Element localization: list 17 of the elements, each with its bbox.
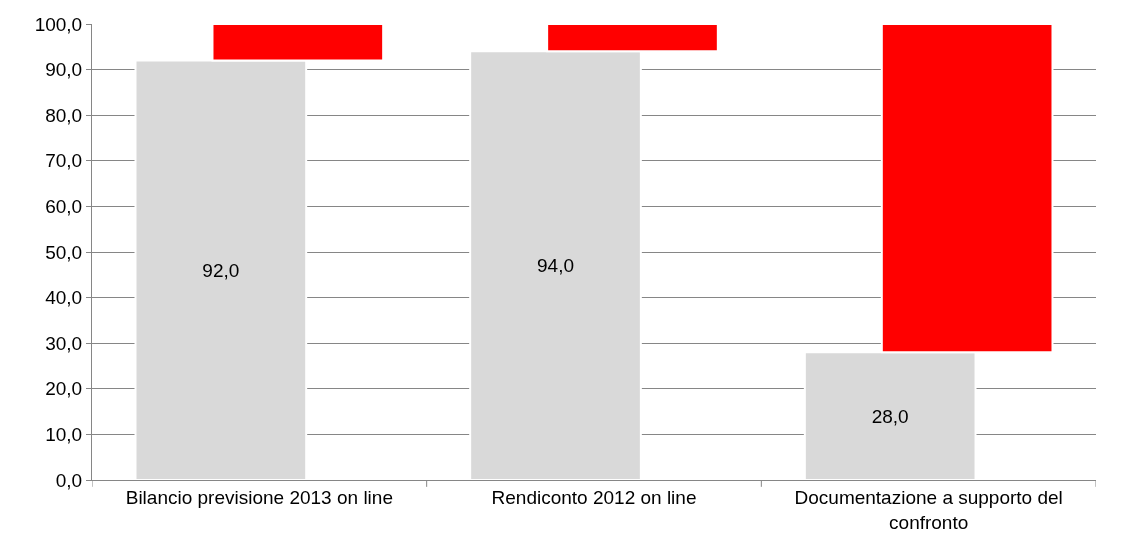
y-tick-label: 50,0 xyxy=(45,241,83,263)
y-tick-label: 0,0 xyxy=(55,469,83,491)
y-tick-label: 80,0 xyxy=(45,104,83,126)
y-tick-label: 60,0 xyxy=(45,196,83,218)
y-tick-label: 40,0 xyxy=(45,287,83,309)
y-tick-label: 20,0 xyxy=(45,378,83,400)
data-label: 94,0 xyxy=(537,255,574,277)
y-tick-label: 70,0 xyxy=(45,150,83,172)
data-label: 28,0 xyxy=(871,405,909,427)
x-tick-label: Bilancio previsione 2013 on line xyxy=(125,486,393,508)
data-label: 92,0 xyxy=(202,259,240,281)
y-tick-label: 100,0 xyxy=(34,13,83,35)
x-tick-label: Documentazione a supporto del confronto xyxy=(794,486,1063,533)
y-tick-label: 10,0 xyxy=(45,424,83,446)
x-tick-label: Rendiconto 2012 on line xyxy=(491,486,697,508)
y-tick-label: 30,0 xyxy=(45,332,83,354)
y-tick-label: 90,0 xyxy=(45,59,83,81)
